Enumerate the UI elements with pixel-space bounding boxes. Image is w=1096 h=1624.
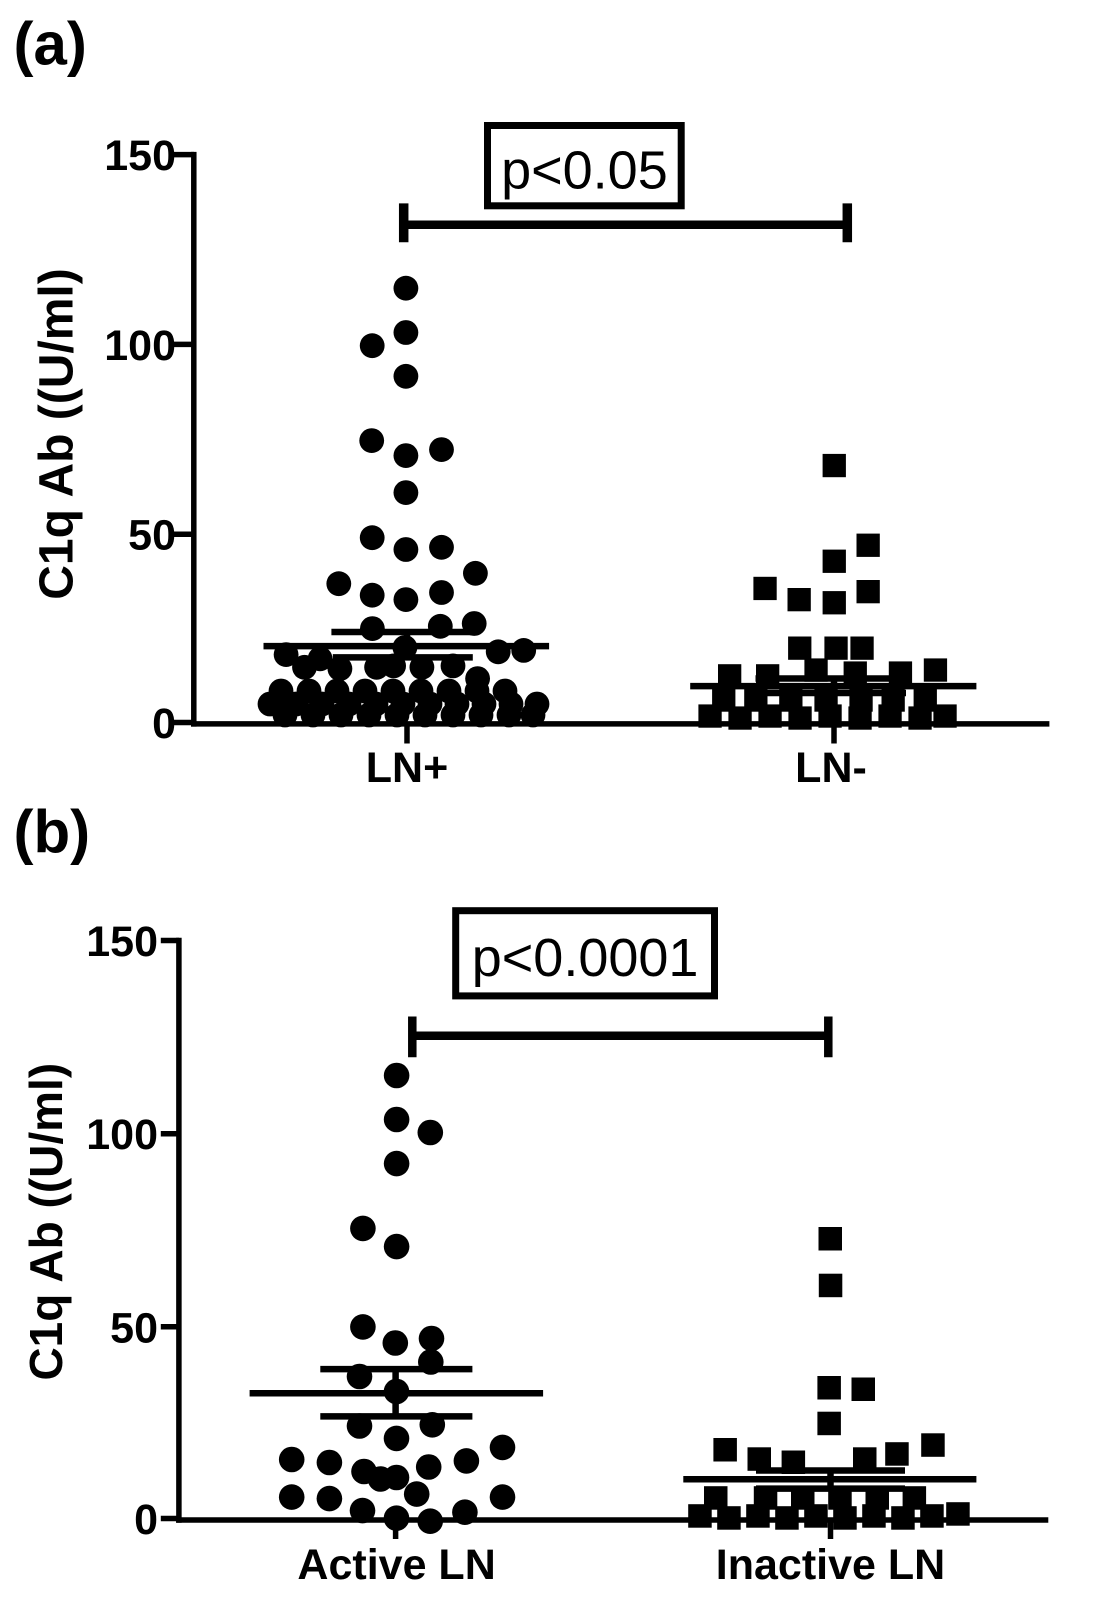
svg-text:0: 0 [134, 1496, 158, 1544]
svg-text:150: 150 [104, 132, 176, 180]
svg-text:150: 150 [86, 918, 158, 966]
svg-text:p<0.05: p<0.05 [501, 140, 668, 200]
svg-text:C1q Ab ((U/ml): C1q Ab ((U/ml) [20, 1063, 72, 1381]
svg-text:Active LN: Active LN [297, 1541, 495, 1589]
svg-text:100: 100 [104, 322, 176, 370]
svg-text:100: 100 [86, 1111, 158, 1159]
svg-text:0: 0 [152, 700, 176, 748]
svg-text:(a): (a) [14, 11, 87, 78]
svg-text:Inactive LN: Inactive LN [716, 1541, 945, 1589]
svg-text:(b): (b) [14, 799, 91, 866]
svg-text:50: 50 [110, 1304, 158, 1352]
svg-text:C1q Ab ((U/ml): C1q Ab ((U/ml) [31, 268, 84, 600]
svg-text:LN-: LN- [795, 744, 867, 792]
svg-text:LN+: LN+ [366, 744, 448, 792]
svg-text:50: 50 [128, 512, 176, 560]
svg-text:p<0.0001: p<0.0001 [472, 928, 699, 988]
